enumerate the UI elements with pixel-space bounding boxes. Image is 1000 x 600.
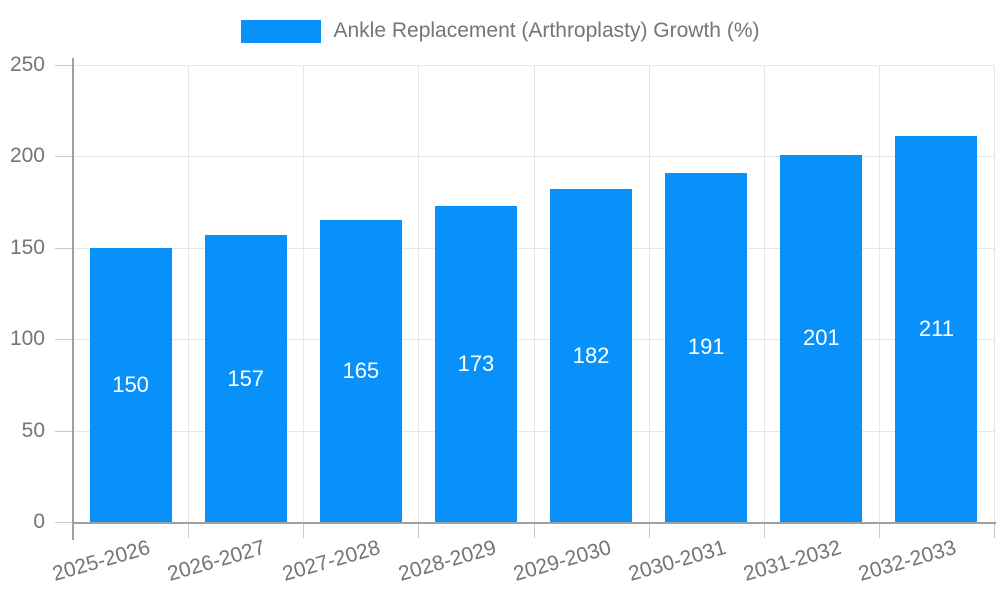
gridline-vertical [418,65,420,522]
bar-value-label: 157 [227,365,265,391]
gridline-vertical [878,65,880,522]
x-axis-category-label: 2029-2030 [510,536,614,586]
legend-item[interactable]: Ankle Replacement (Arthroplasty) Growth … [240,17,760,45]
gridline-vertical [303,65,305,522]
bar-value-label: 173 [457,350,495,376]
x-axis-category-label: 2026-2027 [165,536,269,586]
x-axis-tick [533,522,535,538]
gridline-vertical [763,65,765,522]
bar-value-label: 165 [342,358,380,384]
bar[interactable] [895,136,978,522]
bar-value-label: 182 [572,342,610,368]
legend-label: Ankle Replacement (Arthroplasty) Growth … [333,19,760,42]
y-axis-tick [55,430,73,432]
bar-value-label: 150 [112,371,149,397]
x-axis-tick [763,522,765,538]
y-axis-line [72,58,74,540]
gridline-vertical [188,65,190,522]
y-axis-tick-label: 150 [9,235,45,259]
bar-value-label: 211 [918,316,954,342]
bar[interactable] [204,235,287,522]
y-axis-tick-label: 50 [21,418,45,442]
y-axis-tick [55,522,73,523]
y-axis-tick [55,156,73,158]
x-axis-tick [878,522,880,538]
bar[interactable] [665,172,748,522]
gridline-vertical [648,65,650,522]
legend-swatch-icon [240,19,321,43]
x-axis-category-label: 2031-2032 [740,536,844,586]
gridline-vertical [994,65,995,522]
x-axis-tick [303,522,305,538]
x-axis-category-label: 2027-2028 [280,536,384,586]
gridline-vertical [533,65,535,522]
y-axis-tick-label: 0 [33,510,45,533]
y-axis-tick [55,65,73,66]
x-axis-tick [994,522,995,538]
bar[interactable] [550,189,633,522]
x-axis-category-label: 2032-2033 [855,536,959,586]
x-axis-tick [188,522,190,538]
bar-value-label: 201 [802,325,840,351]
y-axis-tick-label: 250 [9,53,45,76]
x-axis-line [73,522,996,524]
x-axis-tick [648,522,650,538]
y-axis-tick [55,247,73,249]
bar[interactable] [780,154,863,522]
bar[interactable] [319,220,402,522]
y-axis-tick-label: 100 [9,327,45,351]
y-axis-tick-label: 200 [9,144,45,168]
legend: Ankle Replacement (Arthroplasty) Growth … [0,17,1000,45]
y-axis-tick [55,339,73,341]
x-axis-tick [418,522,420,538]
bar[interactable] [434,205,517,522]
x-axis-category-label: 2028-2029 [395,536,499,586]
bar[interactable] [89,247,172,522]
bar-value-label: 191 [687,334,725,360]
x-axis-category-label: 2025-2026 [50,536,153,586]
x-axis-category-label: 2030-2031 [625,536,729,586]
